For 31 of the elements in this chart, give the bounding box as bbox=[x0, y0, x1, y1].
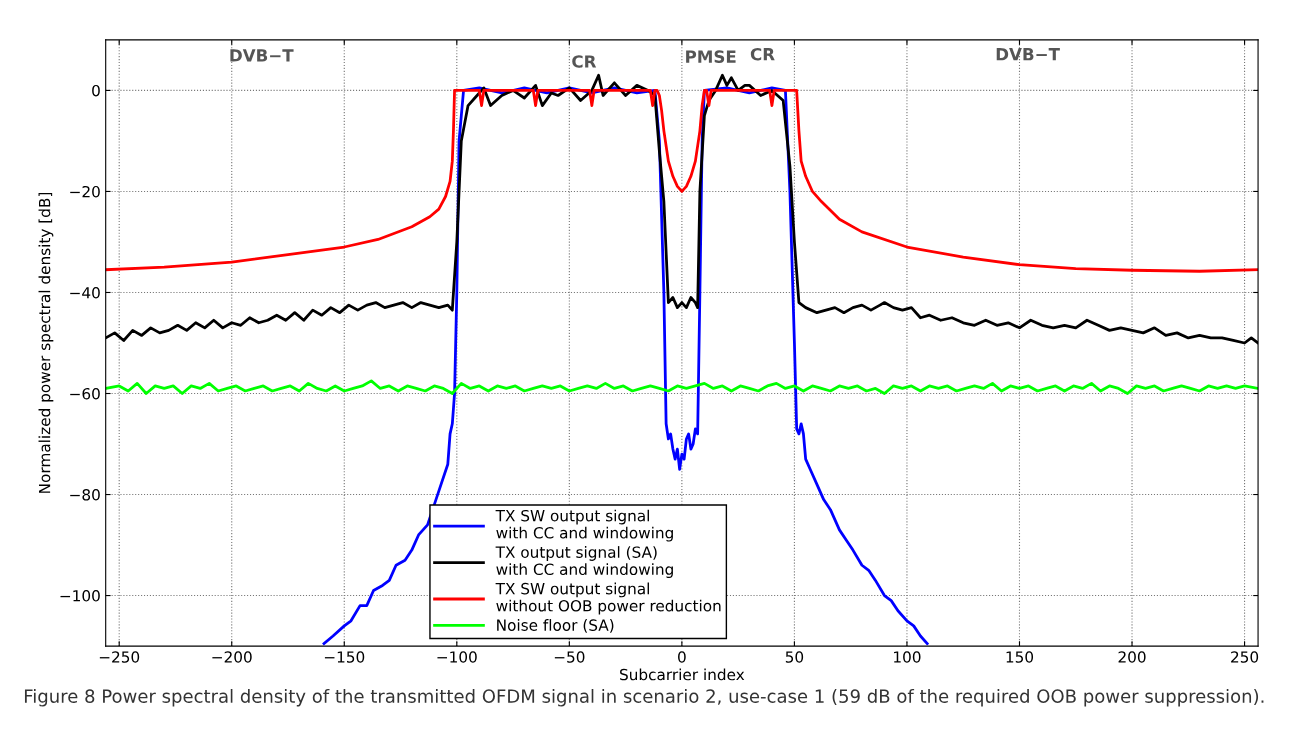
x-tick-label: 250 bbox=[1231, 651, 1259, 663]
legend-label: TX SW output signal without OOB power reduction bbox=[495, 582, 721, 615]
x-axis-title: Subcarrier index bbox=[620, 668, 745, 681]
annotation: CR bbox=[750, 47, 775, 61]
x-tick-label: −150 bbox=[324, 651, 365, 663]
x-tick-label: 150 bbox=[1006, 651, 1034, 663]
x-tick-label: −50 bbox=[554, 651, 585, 663]
y-tick-label: 0 bbox=[92, 84, 100, 97]
legend-label: TX SW output signal with CC and windowing bbox=[495, 509, 673, 542]
x-tick-label: −200 bbox=[212, 651, 252, 663]
legend-label: TX output signal (SA) with CC and windowing bbox=[495, 546, 673, 579]
annotation: CR bbox=[572, 55, 597, 68]
y-tick-label: −40 bbox=[70, 286, 100, 299]
x-tick-label: −100 bbox=[437, 651, 477, 663]
x-tick-label: 0 bbox=[678, 651, 686, 663]
x-tick-label: −250 bbox=[99, 651, 140, 663]
legend-label: Noise floor (SA) bbox=[497, 619, 614, 633]
line-series bbox=[105, 89, 1259, 273]
y-tick-label: −80 bbox=[70, 489, 100, 501]
y-axis-title: Normalized power spectral density [dB] bbox=[38, 192, 54, 493]
line-series bbox=[105, 379, 1259, 395]
x-tick-label: 50 bbox=[785, 651, 804, 663]
y-tick-label: −60 bbox=[70, 387, 100, 400]
y-tick-label: −100 bbox=[60, 590, 100, 602]
x-tick-label: 200 bbox=[1118, 651, 1146, 663]
y-tick-label: −20 bbox=[70, 185, 100, 198]
annotation: DVB−T bbox=[996, 48, 1060, 61]
annotation: DVB−T bbox=[230, 49, 294, 62]
x-tick-label: 100 bbox=[894, 651, 921, 663]
annotation: PMSE bbox=[686, 50, 736, 63]
caption: Figure 8 Power spectral density of the transmitted OFDM signal in scenario 2, use-case 1 (59 dB of the required OOB power suppression). bbox=[24, 689, 1264, 707]
